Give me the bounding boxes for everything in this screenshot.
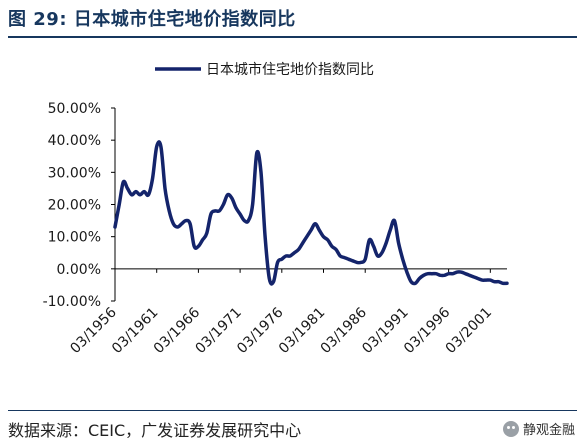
- series-group: [113, 140, 509, 286]
- y-tick-label: 50.00%: [48, 101, 101, 117]
- legend: 日本城市住宅地价指数同比: [155, 61, 374, 78]
- brand-label: 静观金融: [522, 423, 575, 438]
- legend-label: 日本城市住宅地价指数同比: [206, 61, 374, 78]
- series-line: [113, 140, 509, 286]
- brand-watermark: 静观金融: [502, 419, 575, 438]
- source-note: 数据来源：CEIC，广发证券发展研究中心: [8, 421, 302, 440]
- y-tick-label: 20.00%: [48, 198, 101, 214]
- chart-title: 图 29: 日本城市住宅地价指数同比: [8, 9, 296, 30]
- x-axis: 03/195603/196103/196603/197103/197603/19…: [67, 268, 507, 357]
- y-tick-label: 0.00%: [57, 262, 101, 278]
- line-chart: 日本城市住宅地价指数同比 50.00% 40.00% 30.00% 20.00% 10.…: [43, 61, 509, 357]
- footer-divider: [8, 410, 577, 411]
- y-tick-label: 40.00%: [48, 133, 101, 149]
- title-divider: [8, 36, 577, 38]
- y-tick-label: 10.00%: [48, 230, 101, 246]
- wechat-icon: [502, 420, 519, 437]
- x-tick-label: 03/2001: [443, 305, 495, 357]
- y-tick-label: -10.00%: [43, 294, 101, 310]
- y-axis: 50.00% 40.00% 30.00% 20.00% 10.00% 0.00% -10.0…: [43, 101, 116, 310]
- y-tick-label: 30.00%: [48, 165, 101, 181]
